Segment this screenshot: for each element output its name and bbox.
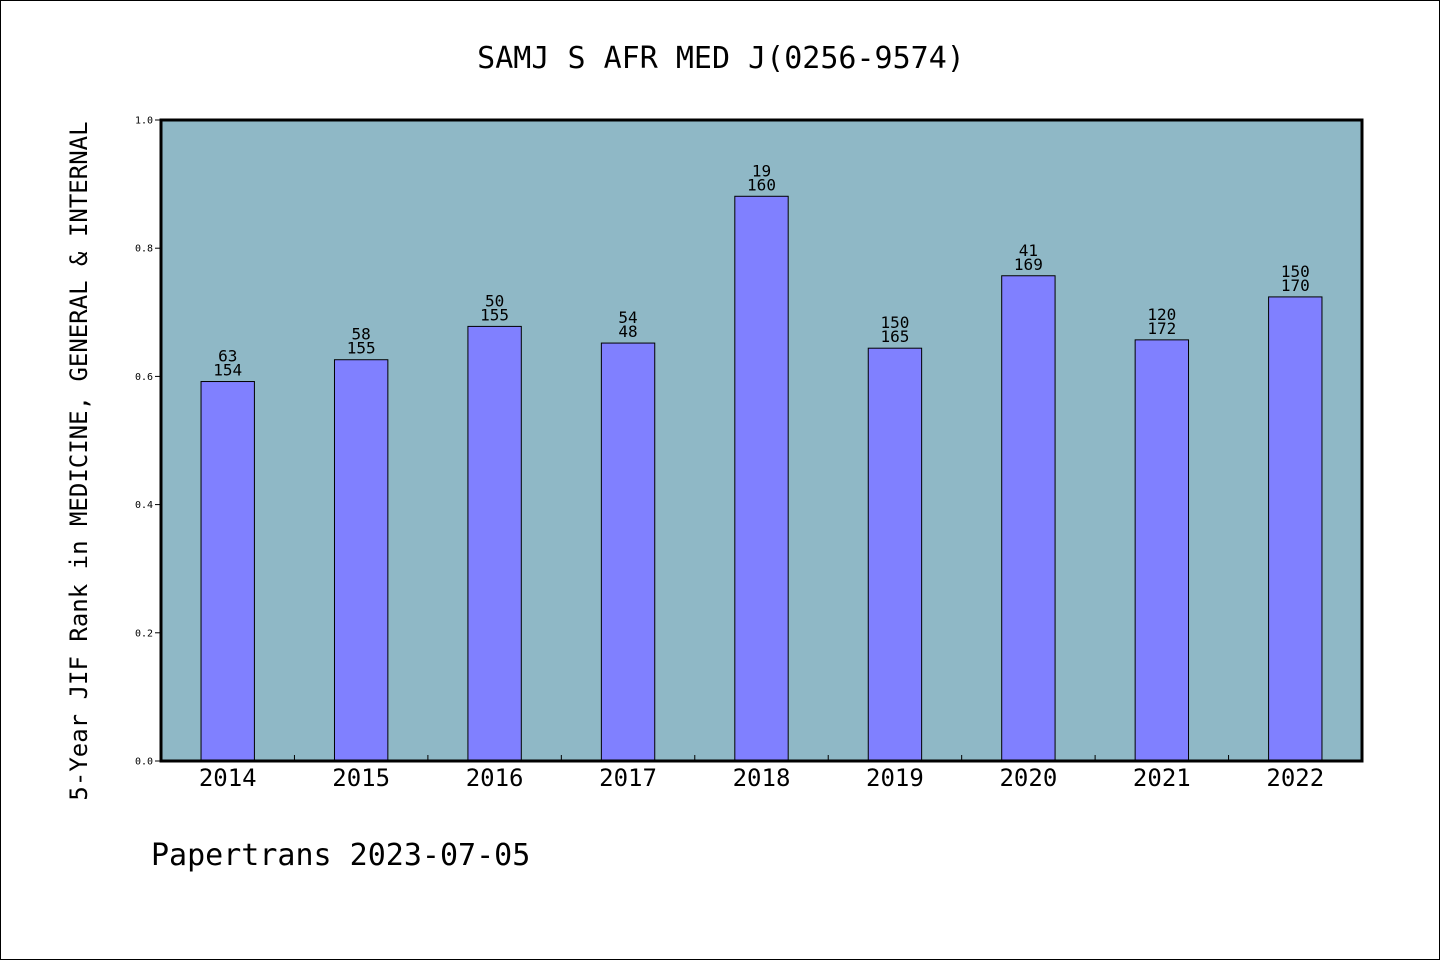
total-label-2017: 48 bbox=[618, 322, 637, 341]
total-label-2020: 169 bbox=[1014, 255, 1043, 274]
x-tick-label-2022: 2022 bbox=[1266, 764, 1324, 792]
bars-group bbox=[200, 195, 1323, 762]
total-label-2016: 155 bbox=[480, 305, 509, 324]
x-tick-label-2014: 2014 bbox=[199, 764, 257, 792]
y-tick-label: 0.6 bbox=[135, 372, 153, 383]
rank-label-2019: 150 bbox=[880, 313, 909, 332]
total-label-2018: 160 bbox=[747, 175, 776, 194]
rank-label-2015: 58 bbox=[352, 325, 371, 344]
total-label-2019: 165 bbox=[880, 327, 909, 346]
y-tick-label: 0.8 bbox=[135, 244, 153, 255]
y-axis-label: 5-Year JIF Rank in MEDICINE, GENERAL & I… bbox=[65, 121, 93, 800]
x-tick-label-2019: 2019 bbox=[866, 764, 924, 792]
x-tick-label-2020: 2020 bbox=[999, 764, 1057, 792]
footer-text: Papertrans 2023-07-05 bbox=[151, 838, 530, 873]
total-label-2014: 154 bbox=[213, 361, 242, 380]
rank-label-2016: 50 bbox=[485, 291, 504, 310]
bar-2022 bbox=[1268, 296, 1323, 762]
chart-title: SAMJ S AFR MED J(0256-9574) bbox=[477, 41, 965, 76]
bar-2020 bbox=[1001, 275, 1056, 762]
rank-label-2020: 41 bbox=[1019, 241, 1038, 260]
y-tick-label: 0.4 bbox=[135, 500, 153, 511]
y-axis: 0.0 0.2 0.4 0.6 0.8 1.0 bbox=[135, 116, 161, 768]
bar-2016 bbox=[467, 325, 522, 762]
bar-2015 bbox=[333, 359, 389, 762]
total-label-2022: 170 bbox=[1281, 276, 1310, 295]
bar-2021 bbox=[1134, 339, 1190, 762]
y-tick-label: 0.2 bbox=[135, 628, 153, 639]
rank-label-2021: 120 bbox=[1147, 305, 1176, 324]
y-tick-label: 1.0 bbox=[135, 116, 153, 127]
rank-label-2022: 150 bbox=[1281, 262, 1310, 281]
x-tick-label-2021: 2021 bbox=[1133, 764, 1191, 792]
rank-label-2014: 63 bbox=[218, 347, 237, 366]
bar-2018 bbox=[734, 195, 789, 762]
bar-2014 bbox=[200, 381, 255, 762]
x-axis: 2014 2015 2016 2017 2018 2019 2020 2021 2022 bbox=[199, 755, 1324, 792]
total-label-2021: 172 bbox=[1147, 319, 1176, 338]
total-label-2015: 155 bbox=[347, 339, 376, 358]
x-tick-label-2018: 2018 bbox=[733, 764, 791, 792]
x-tick-label-2016: 2016 bbox=[466, 764, 524, 792]
plot-border bbox=[159, 118, 1364, 763]
rank-label-2018: 19 bbox=[752, 161, 771, 180]
bar-2019 bbox=[867, 347, 923, 762]
rank-label-2017: 54 bbox=[618, 308, 637, 327]
x-tick-label-2015: 2015 bbox=[332, 764, 390, 792]
bar-2017 bbox=[600, 342, 656, 762]
x-tick-label-2017: 2017 bbox=[599, 764, 657, 792]
y-tick-label: 0.0 bbox=[135, 757, 153, 768]
